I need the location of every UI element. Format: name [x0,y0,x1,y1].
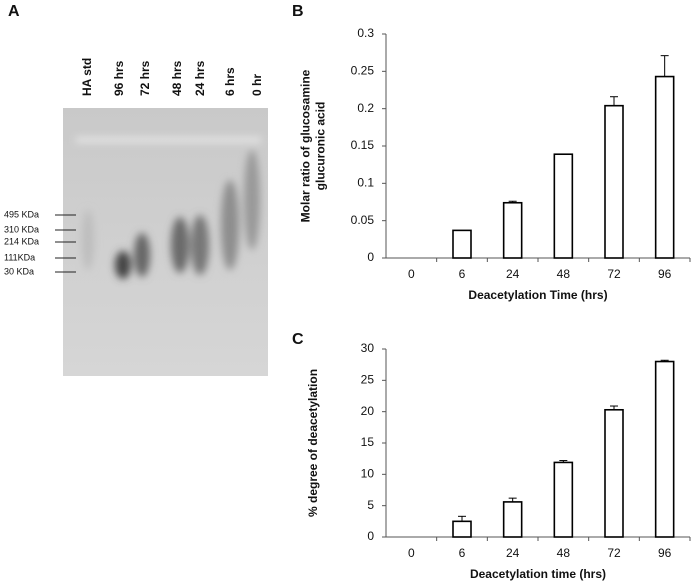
x-tick-label: 48 [557,546,571,560]
x-tick-label: 0 [408,546,415,560]
gel: 495 KDa 310 KDa 214 KDa 111KDa 30 KDa HA… [4,58,268,376]
lane-label: 6 hrs [223,67,237,96]
y-tick-label: 0.25 [351,64,375,78]
lane-label: 48 hrs [170,60,184,96]
y-axis-label: % degree of deacetylation [306,369,320,517]
x-tick-label: 96 [658,267,672,281]
y-tick-label: 0.2 [357,101,374,115]
panel-label: A [8,3,20,20]
panel-label: C [292,331,304,348]
y-tick-label: 30 [361,341,375,355]
x-tick-label: 96 [658,546,672,560]
y-tick-label: 5 [367,498,374,512]
lane-label: HA std [80,58,94,96]
bar [553,461,574,538]
lane-label: 24 hrs [193,60,207,96]
y-tick-label: 0 [367,529,374,543]
error-bar [508,200,517,203]
x-tick-label: 0 [408,267,415,281]
y-tick-label: 0.15 [351,138,375,152]
marker-label: 495 KDa [4,209,39,219]
lane-label: 96 hrs [112,60,126,96]
marker-label: 214 KDa [4,236,39,246]
bar [654,75,675,259]
bar [452,229,472,259]
error-bar [660,359,669,362]
y-tick-label: 0.1 [357,176,374,190]
panel-label: B [292,3,304,20]
error-bar [508,497,517,502]
x-axis-label: Deacetylation Time (hrs) [468,288,607,302]
marker-label: 310 KDa [4,224,39,234]
error-bar [610,96,618,106]
lane-label: 0 hr [250,74,264,96]
y-tick-label: 25 [361,373,375,387]
bar [654,360,675,538]
y-axis-label: glucuronic acid [314,102,328,191]
x-tick-label: 24 [506,546,520,560]
error-bar [660,55,669,77]
error-bar [458,515,466,522]
marker-lines [55,214,76,273]
y-tick-label: 0.05 [351,213,375,227]
y-tick-label: 15 [361,435,375,449]
error-bar [559,460,568,463]
lane-label: 72 hrs [138,60,152,96]
bar [553,153,574,259]
x-tick-label: 72 [607,546,621,560]
bar [502,501,523,538]
x-axis-label: Deacetylation time (hrs) [470,567,606,581]
x-tick-label: 48 [557,267,571,281]
x-tick-label: 6 [459,546,466,560]
y-tick-label: 10 [361,467,375,481]
y-tick-label: 0.3 [357,26,374,40]
x-tick-label: 24 [506,267,520,281]
marker-label: 111KDa [4,252,35,262]
x-tick-label: 72 [607,267,621,281]
marker-label: 30 KDa [4,266,34,276]
bar [452,520,472,538]
error-bar [610,405,618,410]
y-tick-label: 0 [367,250,374,264]
y-tick-label: 20 [361,404,375,418]
x-tick-label: 6 [459,267,466,281]
bar [604,408,624,538]
bar [502,201,523,259]
y-axis-label: Molar ratio of glucosamine [299,69,313,222]
gel-bands [76,138,261,279]
bar [604,104,624,259]
